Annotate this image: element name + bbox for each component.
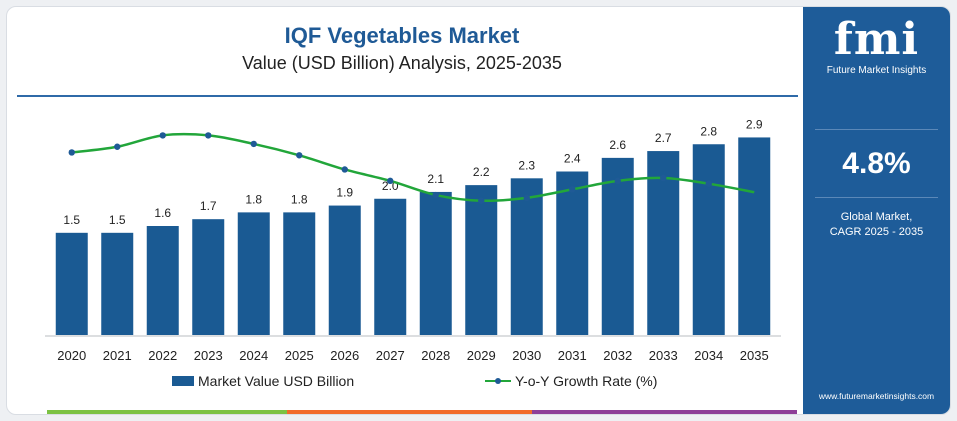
growth-rate-point-2034: [705, 180, 712, 187]
x-tick-label-2026: 2026: [330, 348, 359, 363]
bar-2035: [738, 137, 771, 335]
chart-card: IQF Vegetables Market Value (USD Billion…: [6, 6, 951, 415]
bar-2029: [465, 185, 498, 335]
bar-2032: [601, 157, 634, 335]
growth-rate-point-2023: [205, 132, 212, 139]
bar-2034: [692, 144, 725, 335]
bar-2028: [419, 191, 452, 335]
growth-rate-point-2020: [68, 149, 75, 156]
logo-wordmark: fmi: [833, 14, 920, 65]
x-tick-label-2027: 2027: [376, 348, 405, 363]
bar-value-label-2024: 1.8: [245, 192, 262, 206]
bar-2022: [146, 226, 179, 335]
website-link[interactable]: www.futuremarketinsights.com: [818, 391, 935, 401]
legend-line-swatch: [485, 376, 511, 386]
bar-value-label-2021: 1.5: [109, 213, 126, 227]
growth-rate-point-2028: [432, 191, 439, 199]
footer-accent-orange: [287, 410, 532, 414]
x-tick-label-2029: 2029: [467, 348, 496, 363]
bar-2031: [556, 171, 589, 335]
growth-rate-point-2033: [660, 174, 667, 182]
side-divider-bottom: [815, 197, 938, 198]
legend-bar-label: Market Value USD Billion: [198, 373, 355, 389]
footer-accent-purple: [532, 410, 797, 414]
legend-item-growth-rate: Y-o-Y Growth Rate (%): [485, 373, 657, 389]
bar-value-label-2020: 1.5: [63, 213, 80, 227]
x-tick-label-2020: 2020: [57, 348, 86, 363]
x-tick-label-2034: 2034: [694, 348, 723, 363]
bar-value-label-2028: 2.1: [427, 172, 444, 186]
x-tick-label-2028: 2028: [421, 348, 450, 363]
growth-rate-point-2026: [341, 166, 348, 173]
bar-value-label-2033: 2.7: [655, 131, 672, 145]
bar-2025: [283, 212, 316, 335]
legend-bar-swatch: [172, 376, 194, 386]
cagr-label-line-2: CAGR 2025 - 2035: [829, 226, 924, 238]
growth-rate-point-2030: [523, 194, 530, 202]
chart-plot: 1.5 2020 1.5 2021 1.6 2022 1.7 2023 1.8 2024 1.8 20…: [45, 117, 781, 363]
bar-value-label-2029: 2.2: [473, 165, 490, 179]
growth-rate-point-2031: [569, 186, 576, 193]
bar-value-label-2034: 2.8: [700, 124, 717, 138]
side-panel: fmi Future Market Insights 4.8% Global M…: [803, 7, 950, 414]
title-divider: [17, 95, 798, 97]
growth-rate-point-2022: [159, 132, 166, 139]
x-tick-label-2033: 2033: [649, 348, 678, 363]
bar-2023: [192, 219, 225, 335]
x-tick-label-2031: 2031: [558, 348, 587, 363]
bar-2033: [647, 151, 680, 335]
growth-rate-point-2032: [614, 177, 621, 185]
legend-line-label: Y-o-Y Growth Rate (%): [515, 373, 658, 389]
chart-subtitle: Value (USD Billion) Analysis, 2025-2035: [242, 53, 562, 73]
side-divider-top: [815, 129, 938, 130]
growth-rate-point-2025: [296, 152, 303, 159]
legend-item-market-value: Market Value USD Billion: [172, 373, 354, 389]
bar-value-label-2032: 2.6: [609, 138, 626, 152]
bar-value-label-2022: 1.6: [154, 206, 171, 220]
bar-value-label-2031: 2.4: [564, 152, 581, 166]
x-tick-label-2035: 2035: [740, 348, 769, 363]
bar-value-label-2026: 1.9: [336, 186, 353, 200]
bar-2026: [328, 205, 361, 335]
x-tick-label-2032: 2032: [603, 348, 632, 363]
x-tick-label-2021: 2021: [103, 348, 132, 363]
logo-subtitle: Future Market Insights: [826, 65, 927, 76]
chart-title: IQF Vegetables Market: [284, 23, 520, 48]
bar-2024: [237, 212, 270, 335]
x-tick-label-2023: 2023: [194, 348, 223, 363]
x-tick-label-2025: 2025: [285, 348, 314, 363]
growth-rate-point-2021: [114, 143, 121, 150]
cagr-value: 4.8%: [842, 147, 911, 180]
x-tick-label-2024: 2024: [239, 348, 268, 363]
growth-rate-point-2024: [250, 140, 257, 148]
cagr-label: Global Market, CAGR 2025 - 2035: [803, 210, 950, 240]
fmi-logo: fmi Future Market Insights: [803, 14, 950, 77]
bar-2027: [374, 198, 407, 335]
chart-legend: Market Value USD Billion Y-o-Y Growth Ra…: [7, 371, 797, 393]
growth-rate-point-2027: [387, 177, 394, 185]
bar-2020: [55, 232, 88, 335]
bar-2021: [101, 232, 134, 335]
footer-accent-green: [47, 410, 287, 414]
x-tick-label-2022: 2022: [148, 348, 177, 363]
growth-rate-point-2029: [478, 197, 485, 204]
growth-rate-line: [71, 132, 755, 203]
bar-value-label-2030: 2.3: [518, 158, 535, 172]
bar-value-label-2035: 2.9: [746, 117, 763, 131]
cagr-label-line-1: Global Market,: [840, 211, 913, 223]
x-tick-label-2030: 2030: [512, 348, 541, 363]
bar-2030: [510, 178, 543, 335]
bar-value-label-2025: 1.8: [291, 192, 308, 206]
bar-value-label-2023: 1.7: [200, 199, 217, 213]
